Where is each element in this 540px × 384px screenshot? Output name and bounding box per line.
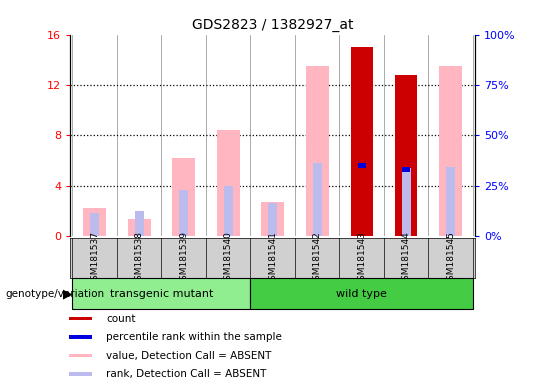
Bar (172, 158, 195, 236)
Bar (69, 335, 92, 339)
Text: genotype/variation: genotype/variation (5, 289, 105, 299)
Bar (350, 47, 373, 236)
Text: GSM181541: GSM181541 (268, 231, 277, 286)
Text: ▶: ▶ (63, 287, 72, 300)
Bar (127, 218, 151, 236)
Bar (439, 66, 462, 236)
Text: percentile rank within the sample: percentile rank within the sample (106, 332, 282, 342)
Text: transgenic mutant: transgenic mutant (110, 289, 213, 299)
Bar (217, 130, 240, 236)
Bar (446, 167, 455, 236)
Text: GSM181545: GSM181545 (446, 231, 455, 286)
Bar (224, 186, 233, 236)
Bar (313, 163, 322, 236)
Text: count: count (106, 314, 136, 324)
Text: wild type: wild type (336, 289, 387, 299)
Bar (135, 211, 144, 236)
Bar (395, 75, 417, 236)
Bar (69, 317, 92, 320)
Text: GSM181543: GSM181543 (357, 231, 366, 286)
Bar (261, 202, 284, 236)
Bar (72, 278, 251, 309)
Bar (402, 168, 410, 236)
Bar (90, 214, 99, 236)
Bar (69, 372, 92, 376)
Text: GSM181540: GSM181540 (224, 231, 233, 286)
Bar (251, 278, 473, 309)
Bar (268, 204, 277, 236)
Bar (306, 66, 329, 236)
Title: GDS2823 / 1382927_at: GDS2823 / 1382927_at (192, 18, 354, 32)
Text: GSM181537: GSM181537 (90, 231, 99, 286)
Text: GSM181542: GSM181542 (313, 231, 322, 286)
Text: GSM181538: GSM181538 (134, 231, 144, 286)
Bar (83, 209, 106, 236)
Text: GSM181544: GSM181544 (402, 231, 411, 286)
Text: GSM181539: GSM181539 (179, 231, 188, 286)
Text: rank, Detection Call = ABSENT: rank, Detection Call = ABSENT (106, 369, 267, 379)
Text: value, Detection Call = ABSENT: value, Detection Call = ABSENT (106, 351, 272, 361)
Bar (179, 190, 188, 236)
Bar (69, 354, 92, 358)
Bar (402, 167, 410, 172)
Bar (357, 163, 366, 169)
